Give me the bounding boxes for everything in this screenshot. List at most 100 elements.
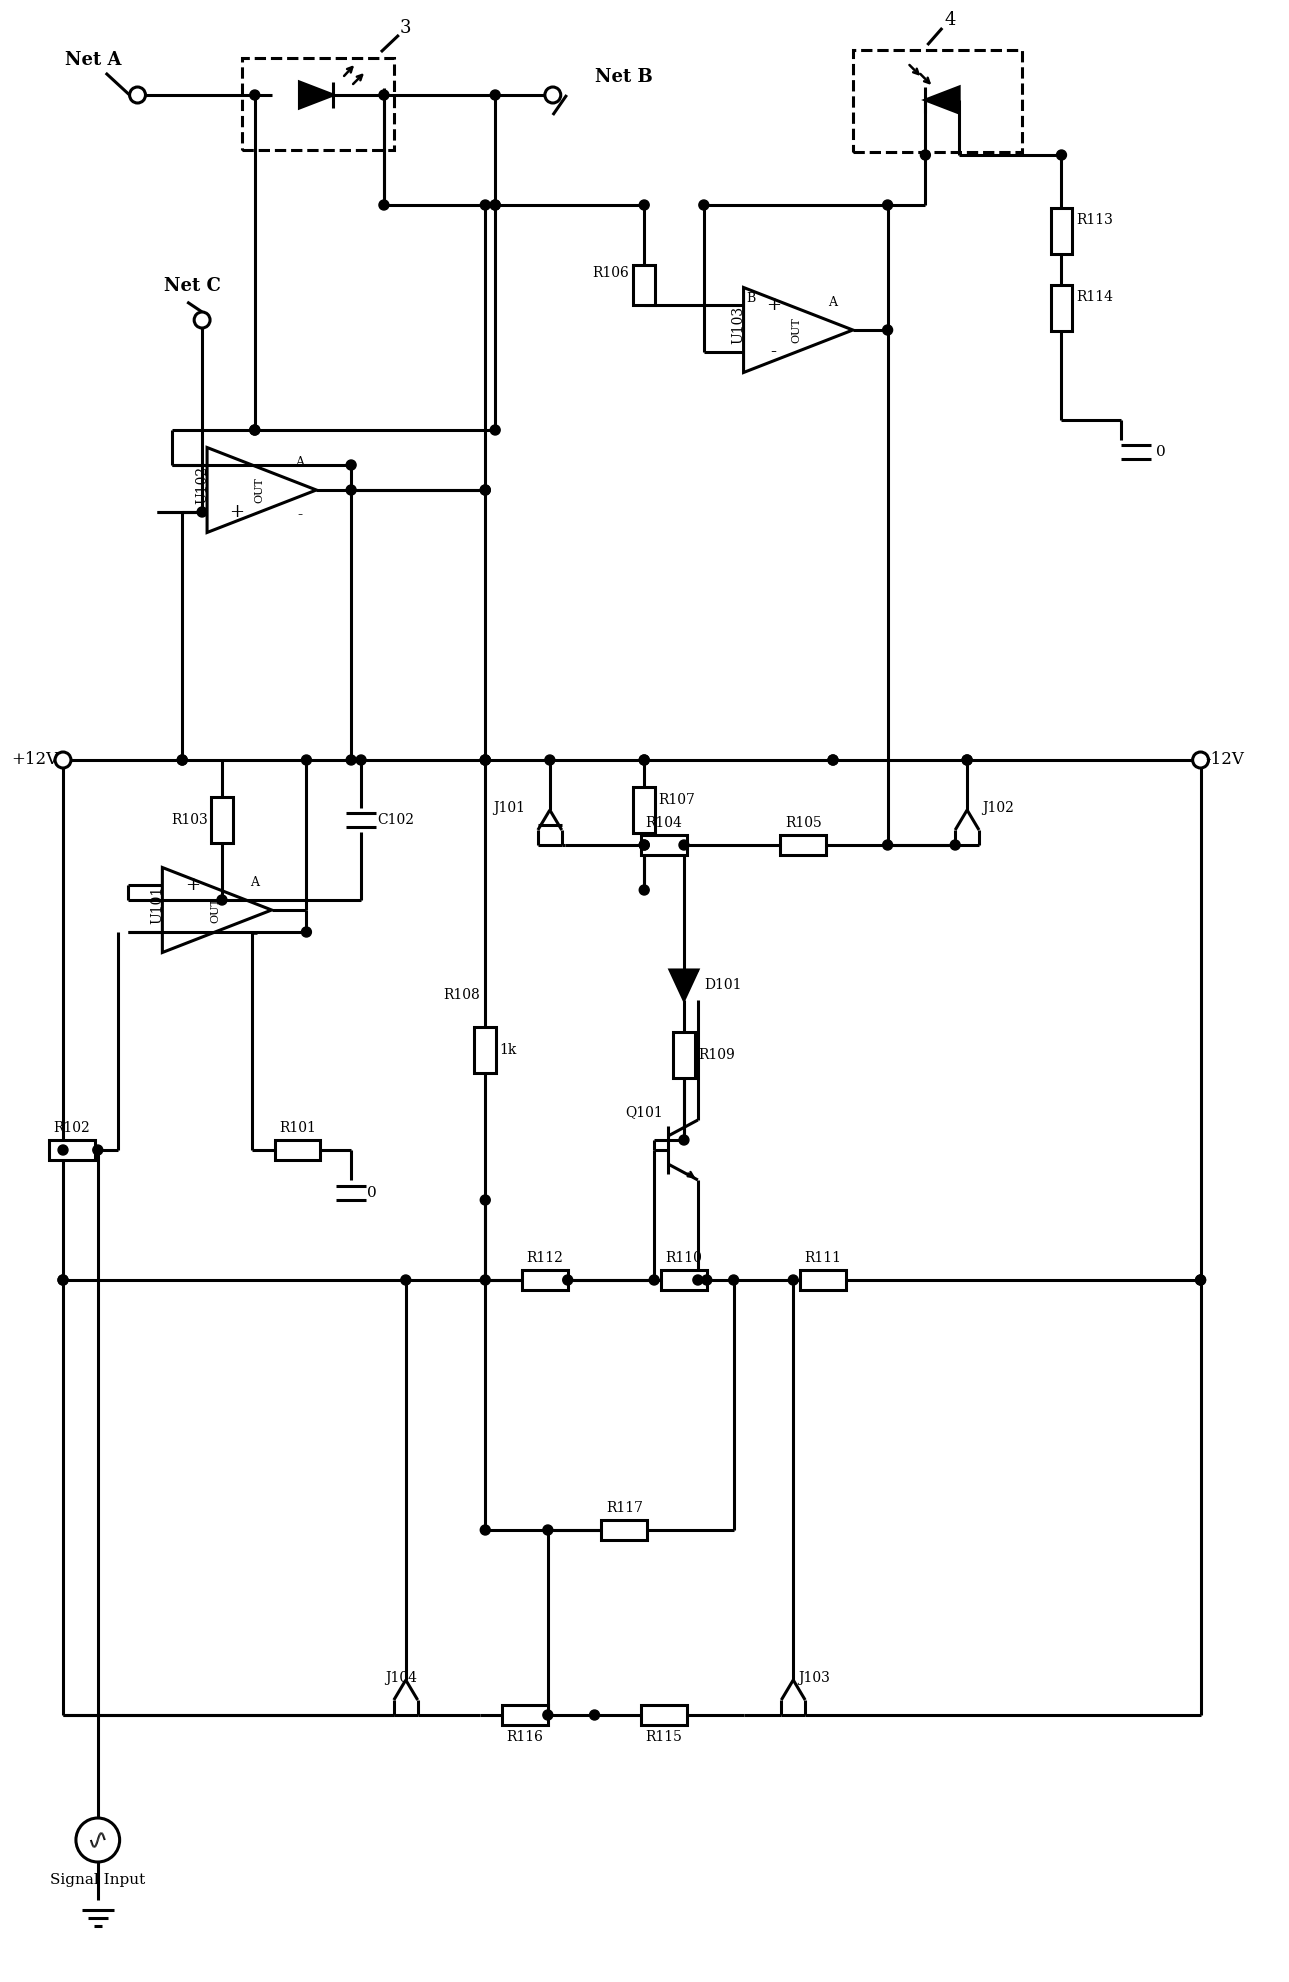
Circle shape <box>962 755 972 765</box>
Circle shape <box>481 755 490 765</box>
Circle shape <box>250 424 259 434</box>
Text: 0: 0 <box>367 1185 376 1199</box>
Circle shape <box>639 755 650 765</box>
Text: R112: R112 <box>526 1251 563 1265</box>
Text: -: - <box>296 507 302 521</box>
Text: R114: R114 <box>1076 289 1114 303</box>
Bar <box>853 50 1022 153</box>
Circle shape <box>650 1274 659 1284</box>
Polygon shape <box>670 969 697 1001</box>
Circle shape <box>639 840 650 850</box>
Circle shape <box>481 486 490 496</box>
Circle shape <box>217 896 227 906</box>
Polygon shape <box>299 81 334 107</box>
Circle shape <box>195 311 210 327</box>
Circle shape <box>302 755 312 765</box>
Bar <box>503 1705 548 1724</box>
Text: C102: C102 <box>376 813 414 826</box>
Circle shape <box>347 486 356 496</box>
Circle shape <box>58 1146 68 1156</box>
Text: 0: 0 <box>1156 446 1165 460</box>
Circle shape <box>481 200 490 210</box>
Text: R116: R116 <box>507 1730 544 1744</box>
Bar <box>242 57 394 151</box>
Text: R115: R115 <box>646 1730 682 1744</box>
Circle shape <box>679 1136 688 1146</box>
Text: J104: J104 <box>385 1671 416 1685</box>
Text: A: A <box>250 876 259 888</box>
Bar <box>522 1270 567 1290</box>
Text: Q101: Q101 <box>625 1106 663 1120</box>
Circle shape <box>545 87 561 103</box>
Circle shape <box>379 200 389 210</box>
Circle shape <box>693 1274 703 1284</box>
Circle shape <box>701 1274 712 1284</box>
Circle shape <box>883 200 892 210</box>
Circle shape <box>481 755 490 765</box>
Circle shape <box>490 200 500 210</box>
Text: +12V: +12V <box>10 751 58 769</box>
Circle shape <box>490 200 500 210</box>
Circle shape <box>1192 751 1209 767</box>
Circle shape <box>356 755 366 765</box>
Text: 4: 4 <box>945 12 956 30</box>
Text: J101: J101 <box>492 801 525 815</box>
Text: R102: R102 <box>54 1122 90 1136</box>
Circle shape <box>639 840 650 850</box>
Text: R107: R107 <box>659 793 695 807</box>
Bar <box>474 1027 496 1072</box>
Circle shape <box>1057 151 1066 161</box>
Text: R110: R110 <box>665 1251 703 1265</box>
Circle shape <box>481 1195 490 1205</box>
Circle shape <box>639 755 650 765</box>
Circle shape <box>481 1524 490 1534</box>
Text: R117: R117 <box>606 1500 643 1514</box>
Polygon shape <box>926 87 959 113</box>
Bar <box>49 1140 95 1159</box>
Circle shape <box>178 755 187 765</box>
Text: U103: U103 <box>732 305 745 345</box>
Text: Signal Input: Signal Input <box>50 1873 146 1887</box>
Bar <box>661 1270 706 1290</box>
Circle shape <box>639 886 650 896</box>
Bar <box>641 834 687 854</box>
Circle shape <box>130 87 146 103</box>
Text: OUT: OUT <box>210 898 220 924</box>
Text: R113: R113 <box>1076 212 1114 228</box>
Text: -: - <box>233 456 240 474</box>
Bar <box>1051 285 1072 331</box>
Circle shape <box>639 200 650 210</box>
Bar <box>1051 208 1072 254</box>
Circle shape <box>883 840 892 850</box>
Circle shape <box>178 755 187 765</box>
Circle shape <box>679 840 688 850</box>
Circle shape <box>250 89 259 99</box>
Text: Net C: Net C <box>164 277 220 295</box>
Text: R108: R108 <box>443 987 481 1003</box>
Text: R106: R106 <box>593 266 629 279</box>
Circle shape <box>828 755 838 765</box>
Text: -: - <box>189 924 195 941</box>
Circle shape <box>699 200 709 210</box>
Circle shape <box>379 89 389 99</box>
Bar <box>780 834 826 854</box>
Text: OUT: OUT <box>791 317 802 343</box>
Circle shape <box>828 755 838 765</box>
Text: D101: D101 <box>704 977 741 993</box>
Bar <box>800 1270 846 1290</box>
Text: U102: U102 <box>195 466 209 503</box>
Circle shape <box>490 89 500 99</box>
Text: 3: 3 <box>400 20 411 38</box>
Bar <box>673 1033 695 1078</box>
Circle shape <box>302 928 312 937</box>
Bar <box>275 1140 321 1159</box>
Circle shape <box>1196 1274 1205 1284</box>
Text: R105: R105 <box>785 817 821 830</box>
Text: OUT: OUT <box>255 478 264 503</box>
Circle shape <box>197 507 208 517</box>
Text: A: A <box>295 456 304 468</box>
Text: -12V: -12V <box>1205 751 1244 769</box>
Circle shape <box>58 1274 68 1284</box>
Circle shape <box>883 325 892 335</box>
Text: -: - <box>771 343 776 361</box>
